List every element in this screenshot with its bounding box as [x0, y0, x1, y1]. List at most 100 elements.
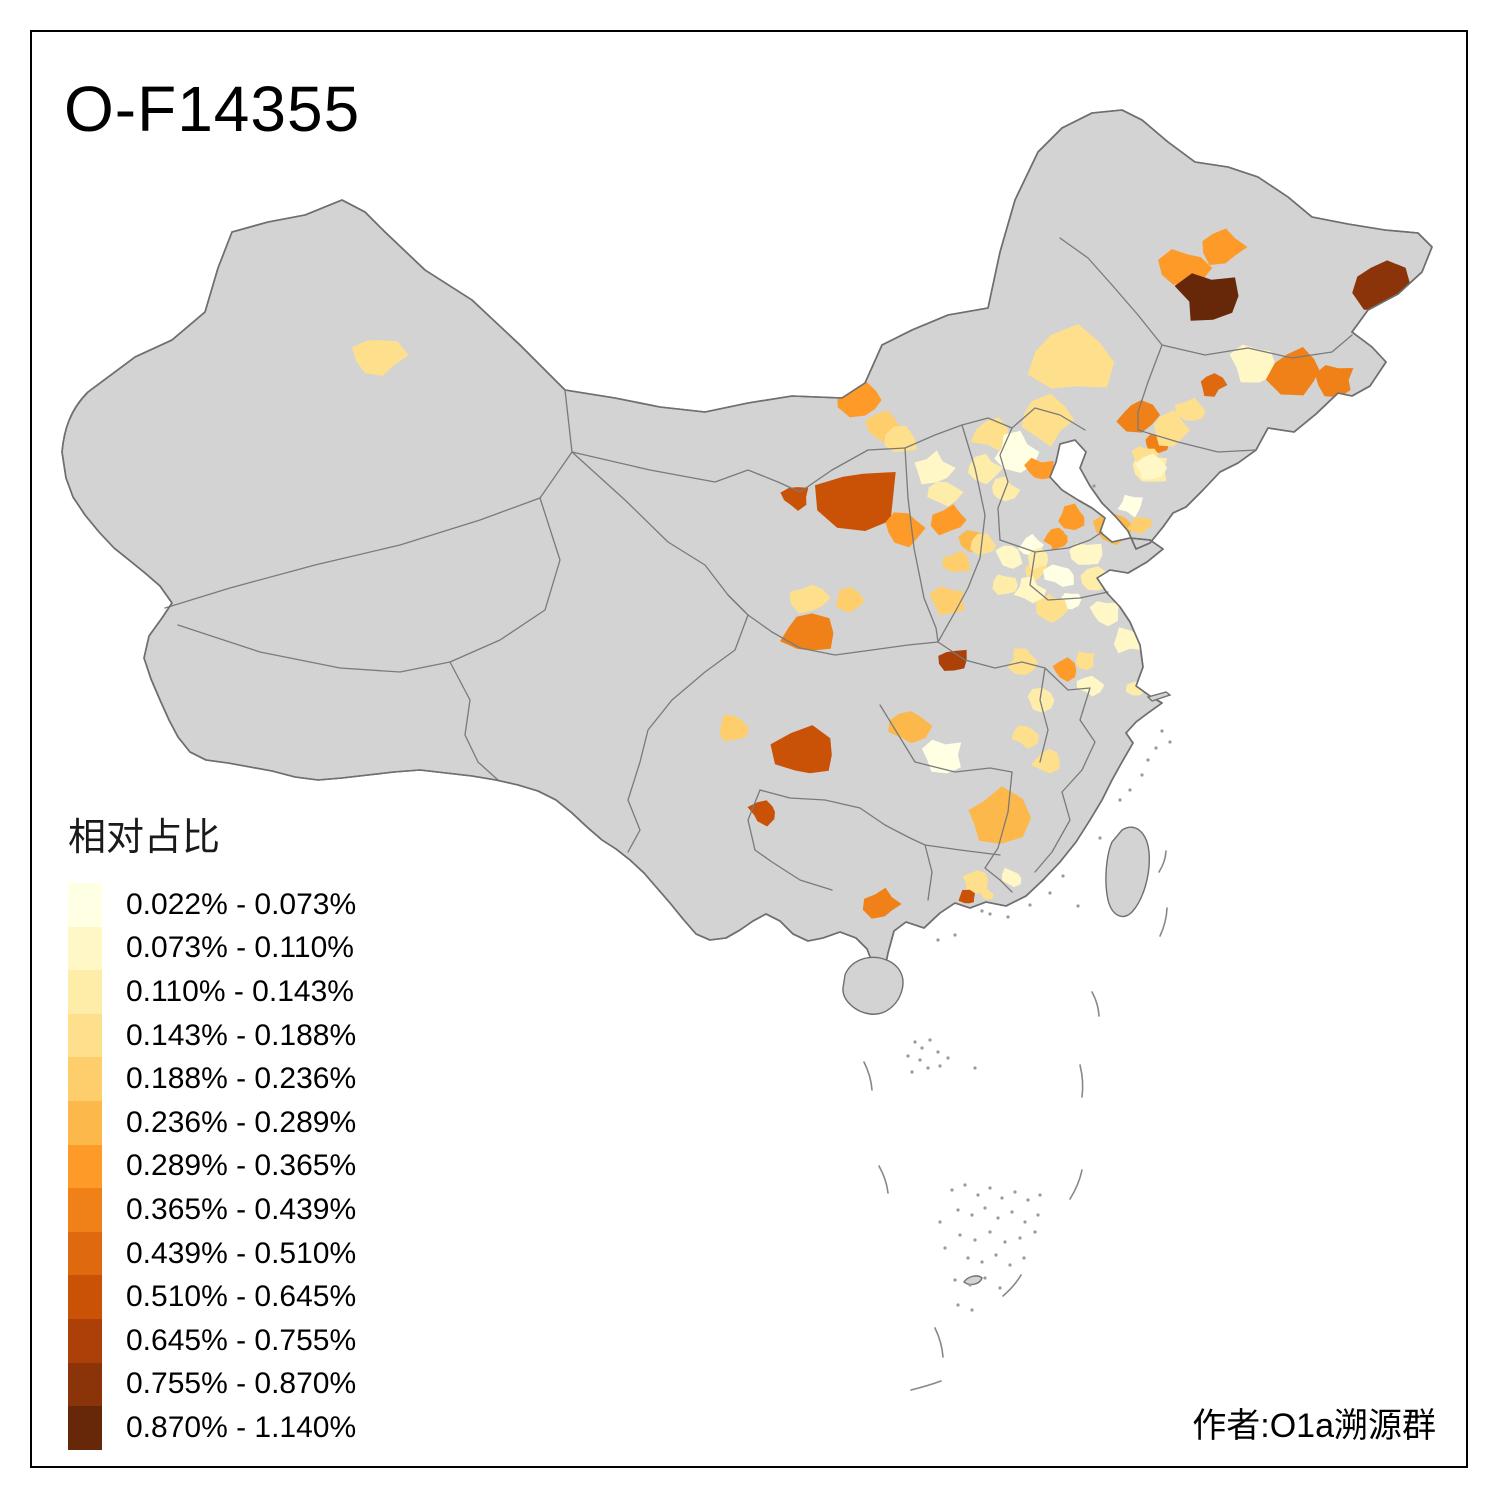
prefecture-region — [1024, 457, 1054, 480]
island-dot — [953, 933, 957, 937]
island-dot — [976, 1193, 980, 1197]
legend-swatch — [68, 1013, 102, 1058]
legend-label: 0.365% - 0.439% — [126, 1192, 357, 1226]
island-dot — [1140, 773, 1144, 777]
chongming-island — [1146, 691, 1172, 702]
prefecture-region — [835, 586, 865, 613]
prefecture-region — [1001, 867, 1022, 888]
legend-label: 0.510% - 0.645% — [126, 1280, 357, 1314]
prefecture-region — [962, 870, 988, 894]
island-dot — [1048, 891, 1052, 895]
prefecture-region — [980, 887, 994, 900]
prefecture-region — [1135, 453, 1168, 480]
prefecture-region — [1089, 601, 1119, 627]
island-dot — [1006, 915, 1010, 919]
island-dot — [973, 1066, 977, 1070]
island-dot — [988, 1230, 992, 1234]
legend-label: 0.110% - 0.143% — [126, 974, 354, 1008]
island-dot — [980, 1260, 984, 1264]
island-dot — [966, 1256, 970, 1260]
dash-segment — [934, 1327, 944, 1358]
legend-swatch — [68, 1057, 102, 1101]
legend-label: 0.022% - 0.073% — [126, 887, 357, 921]
island-dot — [994, 1253, 998, 1257]
island-dot — [1154, 746, 1158, 750]
prefecture-region — [938, 649, 967, 671]
dash-segment — [1079, 1064, 1084, 1098]
island-dot — [1003, 1240, 1007, 1244]
island-dot — [1038, 1193, 1042, 1197]
island-dot — [988, 912, 992, 916]
island-dot — [1022, 1256, 1026, 1260]
island-dot — [968, 1283, 972, 1287]
island-dot — [913, 1040, 917, 1044]
legend-label: 0.289% - 0.365% — [126, 1149, 357, 1183]
island-dot — [983, 1276, 987, 1280]
island-dot — [980, 909, 984, 913]
prefecture-region — [719, 714, 749, 742]
legend-row: 0.510% - 0.645% — [68, 1275, 356, 1319]
prefecture-region — [862, 887, 902, 919]
island-dot — [938, 1064, 942, 1068]
prefecture-region — [921, 739, 962, 774]
legend-swatch — [68, 1318, 102, 1363]
island-dot — [1000, 1196, 1004, 1200]
prefecture-region — [958, 889, 975, 904]
island-dot — [906, 1054, 910, 1058]
province-borders — [164, 237, 1353, 901]
island-dot — [936, 938, 940, 942]
legend-swatch — [68, 1231, 102, 1276]
island-dot — [983, 1206, 987, 1210]
island-dot — [1018, 1236, 1022, 1240]
island-dot — [1008, 1263, 1012, 1267]
prefecture-region — [884, 425, 917, 453]
prefecture-region — [968, 786, 1032, 844]
island-dot — [1118, 798, 1122, 802]
prefecture-region — [1314, 365, 1354, 398]
island-dot — [996, 1216, 1000, 1220]
legend-title: 相对占比 — [68, 817, 221, 859]
legend-row: 0.073% - 0.110% — [68, 926, 356, 971]
prefecture-region — [942, 550, 971, 572]
island-dot — [1160, 729, 1164, 733]
legend-row: 0.439% - 0.510% — [68, 1231, 357, 1276]
legend-label: 0.236% - 0.289% — [126, 1105, 357, 1139]
prefecture-region — [780, 487, 809, 511]
legend-label: 0.439% - 0.510% — [126, 1236, 357, 1270]
legend-row: 0.022% - 0.073% — [68, 883, 356, 927]
island-dot — [1026, 1198, 1030, 1202]
legend: 相对占比 0.022% - 0.073% 0.073% - 0.110% 0.110… — [68, 806, 356, 1450]
island-dot — [910, 1070, 914, 1074]
island-dot — [928, 1038, 932, 1042]
island-dot — [1098, 836, 1102, 840]
prefecture-region — [1027, 324, 1115, 389]
legend-swatch — [68, 1144, 102, 1189]
legend-row: 0.188% - 0.236% — [68, 1057, 356, 1101]
prefecture-region — [1229, 344, 1275, 383]
legend-swatch — [68, 1362, 102, 1407]
prefecture-region — [1069, 543, 1103, 565]
legend-label: 0.073% - 0.110% — [126, 931, 354, 965]
prefecture-region — [780, 613, 834, 651]
legend-label: 0.188% - 0.236% — [126, 1062, 357, 1096]
island-dot — [936, 1050, 940, 1054]
legend-row: 0.645% - 0.755% — [68, 1318, 356, 1363]
legend-label: 0.755% - 0.870% — [126, 1367, 357, 1401]
prefecture-region — [1058, 503, 1085, 531]
island-dot — [1023, 1220, 1027, 1224]
island-dot — [970, 1213, 974, 1217]
prefecture-region — [1030, 748, 1060, 774]
island-dot — [1033, 1230, 1037, 1234]
island-dot — [918, 1058, 922, 1062]
island-dot — [1036, 1213, 1040, 1217]
prefecture-region — [747, 800, 775, 827]
island-dot — [963, 1183, 967, 1187]
spratly-reef-island — [963, 1275, 983, 1286]
island-dot — [1146, 758, 1150, 762]
prefecture-region — [885, 512, 926, 548]
legend-swatch — [68, 1100, 102, 1145]
legend-label: 0.143% - 0.188% — [126, 1018, 357, 1052]
legend-row: 0.236% - 0.289% — [68, 1100, 357, 1145]
prefecture-region — [1027, 687, 1055, 713]
